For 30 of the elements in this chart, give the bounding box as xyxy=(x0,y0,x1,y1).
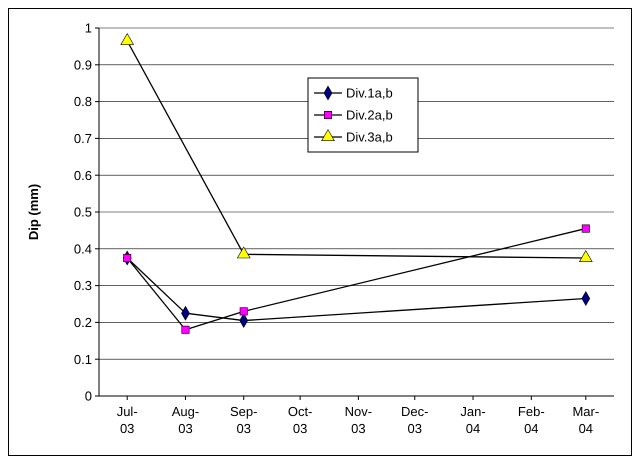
legend-label: Div.1a,b xyxy=(346,86,393,101)
y-tick-label: 0.9 xyxy=(74,57,92,72)
y-axis-title: Dip (mm) xyxy=(26,184,41,240)
legend-label: Div.2a,b xyxy=(346,108,393,123)
y-tick-label: 0.8 xyxy=(74,94,92,110)
y-tick-label: 0 xyxy=(84,388,92,404)
point xyxy=(240,307,248,316)
x-tick-label: Jan-04 xyxy=(460,404,486,436)
x-tick-label: Nov-03 xyxy=(344,404,372,436)
point xyxy=(123,254,132,262)
x-tick-label: Mar-04 xyxy=(572,404,600,436)
y-tick-label: 0.4 xyxy=(74,241,92,256)
legend-label: Div.3a,b xyxy=(346,130,393,145)
y-tick-label: 0.6 xyxy=(74,168,92,183)
point xyxy=(237,246,250,258)
x-tick-label: Sep-03 xyxy=(230,404,258,436)
x-tick-label: Oct-03 xyxy=(288,404,312,436)
x-tick-label: Aug-03 xyxy=(172,404,200,436)
y-tick-label: 0.7 xyxy=(74,130,92,146)
x-tick-label: Jul-03 xyxy=(116,404,138,436)
point xyxy=(120,33,134,45)
y-tick-label: 0.5 xyxy=(74,204,92,220)
x-tick-label: Dec-03 xyxy=(401,404,428,436)
point xyxy=(181,326,190,334)
x-tick-label: Feb-04 xyxy=(518,404,545,436)
y-tick-label: 1 xyxy=(84,20,92,36)
y-tick-label: 0.1 xyxy=(74,352,92,367)
point xyxy=(582,224,590,233)
y-tick-label: 0.2 xyxy=(74,314,92,330)
y-tick-label: 0.3 xyxy=(74,278,92,294)
